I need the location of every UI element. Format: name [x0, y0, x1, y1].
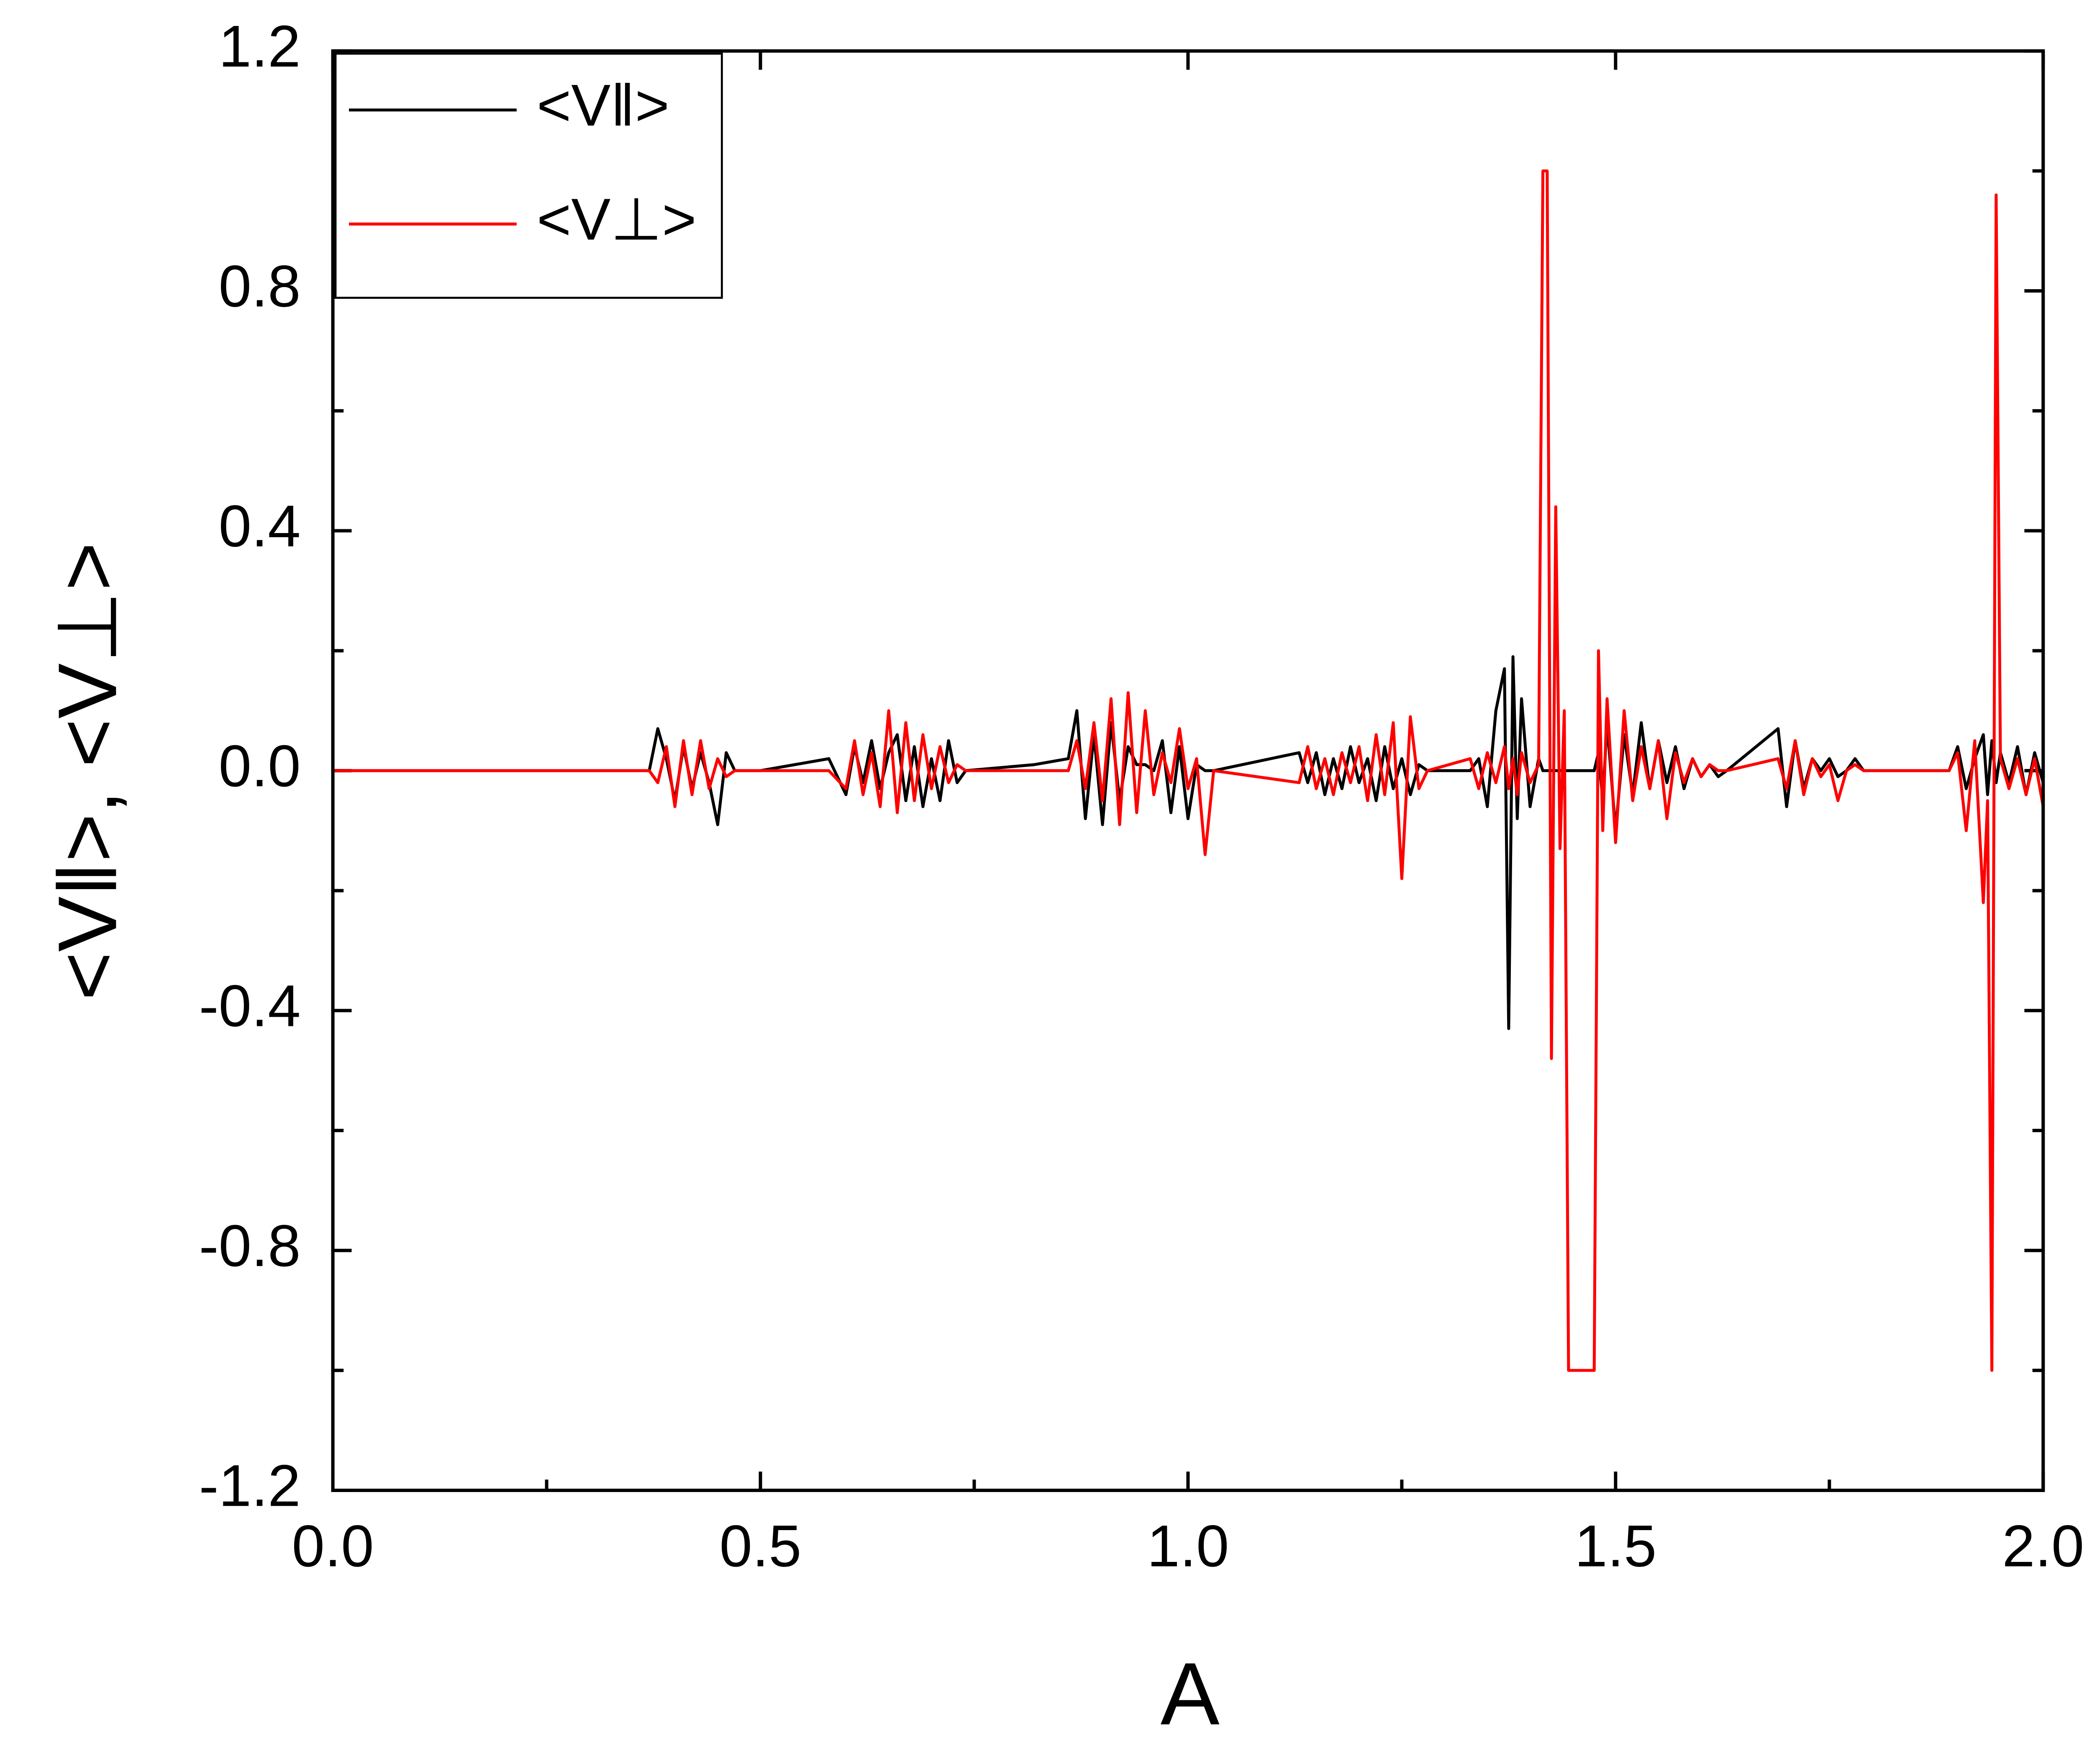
y-tick-label: 1.2	[219, 13, 301, 79]
y-tick-label: 0.4	[219, 493, 301, 559]
x-tick-label: 2.0	[2002, 1513, 2084, 1579]
x-tick-label: 1.0	[1147, 1513, 1229, 1579]
y-tick-label: -0.8	[199, 1213, 301, 1279]
series-line	[333, 169, 2045, 1372]
legend-label: <V‖>	[537, 72, 669, 138]
x-tick-label: 0.0	[292, 1513, 374, 1579]
plot-frame	[331, 49, 2045, 1492]
x-axis-label: A	[1161, 1644, 1220, 1743]
x-tick-label: 0.5	[719, 1513, 801, 1579]
legend-box	[334, 52, 723, 299]
y-tick-label: -1.2	[199, 1452, 301, 1518]
y-tick-label: 0.8	[219, 253, 301, 319]
y-axis-label: <V‖>, <V⊥>	[41, 542, 134, 1000]
legend-label: <V⊥>	[537, 186, 697, 252]
y-tick-label: 0.0	[219, 733, 301, 799]
y-tick-label: -0.4	[199, 973, 301, 1039]
x-tick-label: 1.5	[1574, 1513, 1656, 1579]
series-line	[333, 655, 2045, 1030]
